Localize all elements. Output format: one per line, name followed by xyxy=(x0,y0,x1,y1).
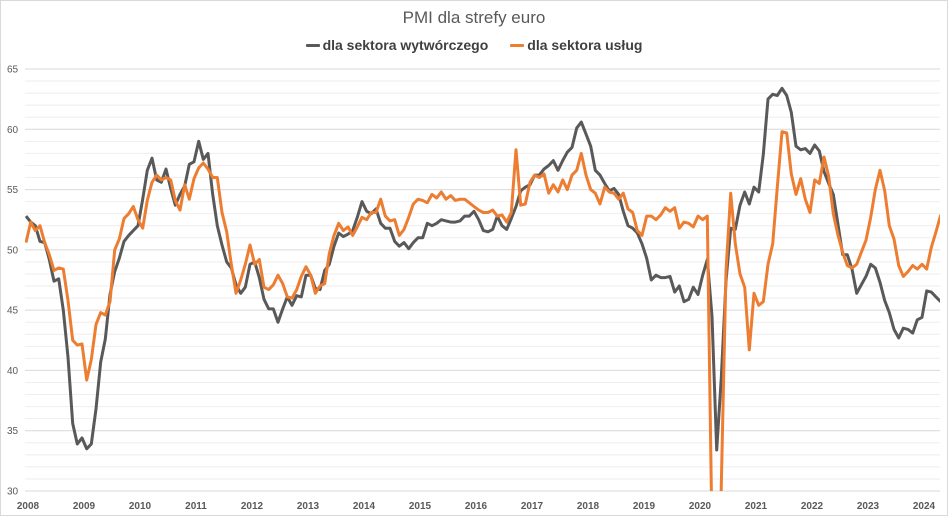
x-tick-label: 2015 xyxy=(409,501,432,512)
x-tick-label: 2019 xyxy=(633,501,656,512)
x-tick-label: 2008 xyxy=(17,501,40,512)
legend-item-manufacturing[interactable]: dla sektora wytwórczego xyxy=(305,37,489,53)
y-tick-label: 55 xyxy=(7,185,19,196)
x-tick-label: 2010 xyxy=(129,501,152,512)
x-tick-label: 2024 xyxy=(913,501,936,512)
legend-swatch-services xyxy=(510,43,525,47)
gridlines xyxy=(25,68,940,492)
y-tick-label: 30 xyxy=(7,487,19,498)
y-tick-label: 35 xyxy=(7,426,19,437)
chart-legend: dla sektora wytwórczego dla sektora usłu… xyxy=(0,37,948,53)
series-lines xyxy=(25,86,940,491)
x-tick-label: 2018 xyxy=(577,501,600,512)
x-tick-label: 2020 xyxy=(689,501,712,512)
x-tick-label: 2013 xyxy=(297,501,320,512)
series-line-services xyxy=(25,130,940,491)
series-line-manufacturing xyxy=(25,86,940,452)
x-tick-label: 2012 xyxy=(241,501,264,512)
y-tick-label: 60 xyxy=(7,125,19,136)
x-tick-label: 2017 xyxy=(521,501,544,512)
x-tick-label: 2014 xyxy=(353,501,376,512)
legend-label-manufacturing: dla sektora wytwórczego xyxy=(322,37,489,53)
y-tick-label: 40 xyxy=(7,366,19,377)
y-tick-label: 50 xyxy=(7,245,19,256)
x-tick-label: 2016 xyxy=(465,501,488,512)
x-tick-label: 2022 xyxy=(801,501,824,512)
x-tick-label: 2011 xyxy=(185,501,207,512)
y-tick-label: 65 xyxy=(7,65,19,76)
y-tick-label: 45 xyxy=(7,306,19,317)
chart-title: PMI dla strefy euro xyxy=(402,8,546,27)
y-axis-tick-labels: 30 35 40 45 50 55 60 65 xyxy=(7,65,19,498)
legend-swatch-manufacturing xyxy=(305,43,320,47)
legend-label-services: dla sektora usług xyxy=(527,37,643,53)
x-tick-label: 2009 xyxy=(73,501,96,512)
legend-item-services[interactable]: dla sektora usług xyxy=(510,37,642,53)
x-axis-tick-labels: 2008 2009 2010 2011 2012 2013 2014 2015 2016 2017… xyxy=(17,501,936,512)
x-tick-label: 2021 xyxy=(745,501,768,512)
x-tick-label: 2023 xyxy=(857,501,880,512)
